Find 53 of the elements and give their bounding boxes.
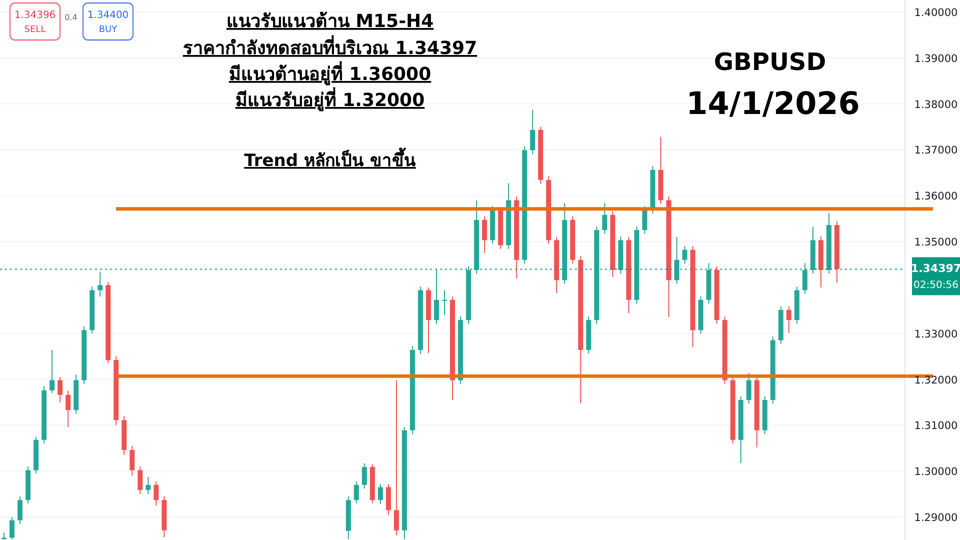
candlestick bbox=[98, 271, 103, 298]
annotation: มีแนวรับอยู่ที่ 1.32000 bbox=[235, 87, 425, 112]
candlestick bbox=[746, 372, 752, 404]
candlestick bbox=[434, 270, 439, 325]
sell-button: 1.34396 SELL bbox=[9, 2, 61, 41]
candlestick bbox=[642, 206, 648, 234]
candlestick bbox=[786, 306, 792, 334]
y-tick-label: 1.29000 bbox=[914, 512, 958, 524]
y-tick-label: 1.30000 bbox=[914, 466, 958, 478]
candlestick bbox=[10, 516, 15, 540]
y-tick-label: 1.40000 bbox=[914, 6, 958, 19]
annotation: มีแนวต้านอยู่ที่ 1.36000 bbox=[228, 61, 432, 86]
y-tick-label: 1.31000 bbox=[914, 420, 958, 432]
candlestick bbox=[602, 202, 608, 234]
annotation: 1.34400 bbox=[87, 10, 129, 21]
candlestick bbox=[482, 216, 488, 254]
annotation: 14/1/2026 bbox=[686, 86, 860, 122]
candlestick bbox=[386, 483, 391, 516]
candlestick bbox=[354, 480, 359, 504]
text: 02:50:56 bbox=[914, 280, 958, 292]
candlestick bbox=[530, 109, 536, 155]
candlestick bbox=[682, 246, 688, 264]
annotation: GBPUSD bbox=[714, 48, 826, 76]
y-tick-label: 1.35000 bbox=[914, 236, 958, 249]
candlestick bbox=[138, 466, 143, 495]
y-tick-label: 1.33000 bbox=[914, 328, 958, 340]
buy-button: 1.34400 BUY bbox=[82, 2, 134, 41]
candlestick bbox=[18, 496, 23, 524]
candlestick bbox=[58, 376, 63, 403]
candlestick bbox=[378, 483, 383, 505]
candlestick bbox=[130, 445, 135, 476]
y-tick-label: 1.39000 bbox=[914, 52, 958, 65]
annotation: 1.34396 bbox=[14, 10, 56, 21]
annotation: ราคากำลังทดสอบที่บริเวณ 1.34397 bbox=[182, 35, 478, 59]
candlestick bbox=[802, 262, 808, 294]
y-tick-label: 1.37000 bbox=[914, 144, 958, 157]
annotation: SELL bbox=[24, 25, 46, 35]
annotation: 0.4 bbox=[64, 13, 78, 22]
candlestick bbox=[362, 462, 367, 490]
text: แนวรับแนวต้าน M15-H4 bbox=[226, 11, 434, 32]
candlestick bbox=[66, 390, 71, 428]
y-tick-label: 1.36000 bbox=[914, 190, 958, 203]
candlestick bbox=[442, 290, 447, 316]
candlestick bbox=[674, 236, 680, 284]
y-tick-label: 1.32000 bbox=[914, 374, 958, 386]
candlestick bbox=[146, 476, 151, 495]
candlestick bbox=[50, 349, 55, 394]
ref-line-label: 1.34397 bbox=[910, 262, 960, 276]
candlestick bbox=[154, 480, 159, 506]
candlestick bbox=[394, 380, 399, 536]
y-tick-label: 1.38000 bbox=[914, 98, 958, 111]
annotation: Trend หลักเป็น ขาขึ้น bbox=[244, 147, 416, 171]
annotation: BUY bbox=[98, 25, 118, 35]
